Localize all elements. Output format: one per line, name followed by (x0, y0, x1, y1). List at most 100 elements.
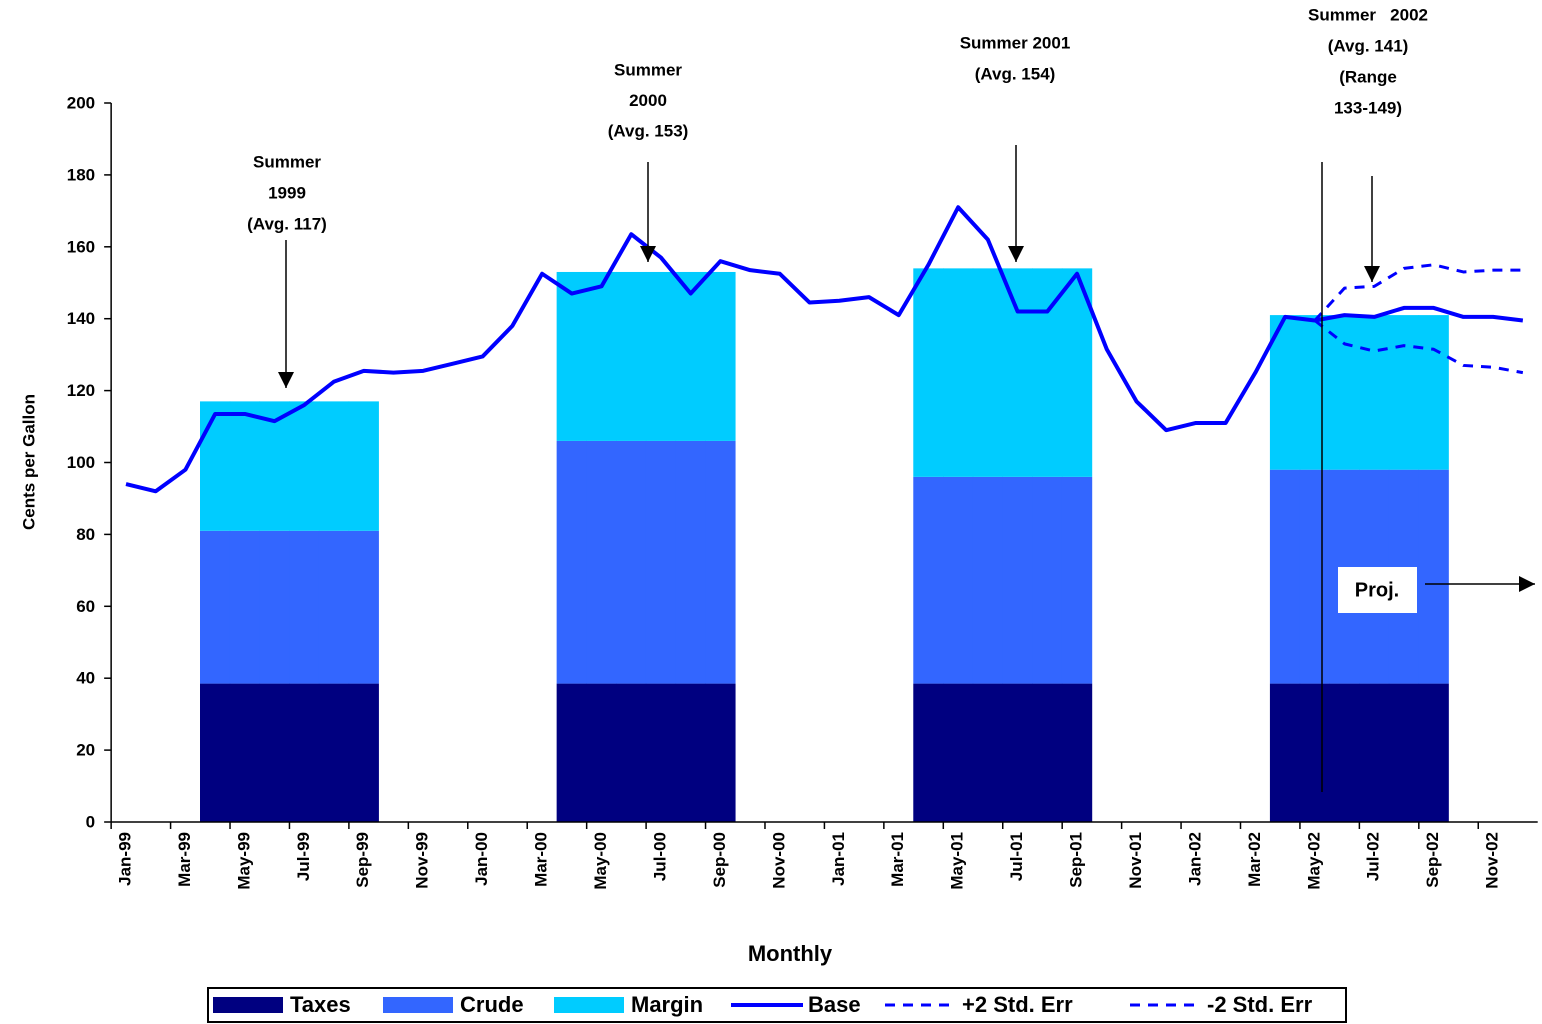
annotation-text: (Range (1339, 67, 1397, 86)
x-tick-label: Jul-99 (294, 832, 313, 881)
bar-segment (972, 268, 1004, 477)
legend: Taxes Crude Margin Base +2 Std. Err -2 Std. E… (213, 992, 1313, 1017)
y-tick-label: 60 (76, 597, 95, 616)
y-tick-label: 80 (76, 525, 95, 544)
plot-area: 0 20 40 60 80 100 120 140 160 180 200 Jan-99 Mar-99 M… (67, 93, 1538, 890)
x-tick-label: Jul-00 (650, 832, 669, 881)
bar-segment (318, 683, 350, 822)
bar-segment (318, 401, 350, 531)
annotation-text: (Avg. 153) (608, 121, 689, 140)
bar-segment (586, 271, 617, 441)
x-tick-label: Sep-99 (353, 832, 372, 888)
x-axis-label: Monthly (748, 941, 833, 966)
projection-label: Proj. (1355, 579, 1399, 601)
bar-segment (1269, 683, 1301, 822)
x-tick-label: Nov-01 (1126, 832, 1145, 889)
bar-segment (348, 530, 379, 684)
bar-segment (1418, 683, 1449, 822)
y-tick-label: 160 (67, 237, 95, 256)
bar-segment (229, 530, 261, 684)
bar-segment (913, 683, 944, 822)
x-tick-label: Jul-02 (1364, 832, 1383, 881)
bar-segment (1269, 315, 1301, 470)
x-tick-label: Nov-02 (1483, 832, 1502, 889)
x-tick-label: Mar-01 (888, 832, 907, 887)
bar-segment (645, 271, 677, 441)
annotation-text: (Avg. 117) (247, 214, 327, 233)
bar-segment (1299, 683, 1330, 822)
bar-segment (1329, 683, 1360, 822)
bar-segment (1032, 476, 1063, 684)
bar-segment (1002, 683, 1033, 822)
bar-segment (1032, 683, 1063, 822)
bar-segment (972, 683, 1004, 822)
legend-swatch (554, 997, 624, 1013)
annotation-text: Summer (253, 152, 321, 171)
line-series (1313, 263, 1523, 322)
bar-segment (1002, 476, 1033, 684)
legend-label: Crude (460, 992, 524, 1017)
annotation-text: Summer 2001 (960, 33, 1071, 52)
y-tick-label: 140 (67, 309, 95, 328)
bar-segment (1061, 476, 1093, 684)
bar-segment (913, 268, 944, 477)
x-tick-label: May-01 (948, 832, 967, 890)
bar-segment (1418, 469, 1449, 684)
y-tick-label: 20 (76, 741, 95, 760)
x-tick-label: Sep-02 (1423, 832, 1442, 888)
bar-segment (972, 476, 1004, 684)
annotation-text: Summer (614, 60, 682, 79)
bar-segment (1269, 469, 1301, 684)
annotation-text: 1999 (268, 183, 306, 202)
bar-segment (259, 530, 290, 684)
annotation-text: 133-149) (1334, 98, 1402, 117)
line-series (1313, 319, 1524, 375)
bar-segment (1388, 683, 1420, 822)
bar-segment (1299, 469, 1330, 684)
bar-segment (200, 683, 231, 822)
bar-segment (1032, 268, 1063, 477)
bar-segment (200, 530, 231, 684)
bar-segment (913, 476, 944, 684)
bar-segment (1359, 683, 1390, 822)
bar-segment (586, 683, 617, 822)
legend-label: -2 Std. Err (1207, 992, 1313, 1017)
bar-segment (289, 401, 320, 531)
y-tick-label: 0 (86, 812, 95, 831)
bar-segment (1061, 683, 1093, 822)
bar-segment (1359, 315, 1390, 470)
x-tick-label: May-00 (591, 832, 610, 890)
bar-segment (1002, 268, 1033, 477)
x-tick-label: Nov-99 (413, 832, 432, 889)
annotation-text: (Avg. 154) (975, 64, 1056, 83)
bar-segment (675, 271, 706, 441)
x-tick-label: Mar-00 (532, 832, 551, 887)
bar-segment (675, 440, 706, 684)
x-tick-label: Sep-00 (710, 832, 729, 888)
legend-swatch (383, 997, 453, 1013)
bar-segment (586, 440, 617, 684)
legend-swatch (213, 997, 283, 1013)
x-tick-label: Jan-01 (829, 832, 848, 886)
annotation-text: Summer 2002 (1308, 5, 1428, 24)
bar-segment (318, 530, 350, 684)
bar-segment (1299, 315, 1330, 470)
bar-segment (705, 271, 736, 441)
bar-segment (943, 268, 974, 477)
projection-box (1338, 567, 1417, 613)
bar-segment (348, 683, 379, 822)
bar-segment (229, 683, 261, 822)
bar-segment (200, 401, 231, 531)
x-tick-label: Jan-99 (115, 832, 134, 886)
y-axis-label: Cents per Gallon (19, 394, 38, 530)
y-tick-label: 200 (67, 93, 95, 112)
bar-segment (348, 401, 379, 531)
legend-label: Margin (631, 992, 703, 1017)
bar-segment (616, 271, 647, 441)
x-tick-label: Sep-01 (1067, 832, 1086, 888)
y-tick-label: 180 (67, 165, 95, 184)
x-tick-label: Mar-02 (1245, 832, 1264, 887)
bar-segment (645, 440, 677, 684)
bar-segment (289, 683, 320, 822)
